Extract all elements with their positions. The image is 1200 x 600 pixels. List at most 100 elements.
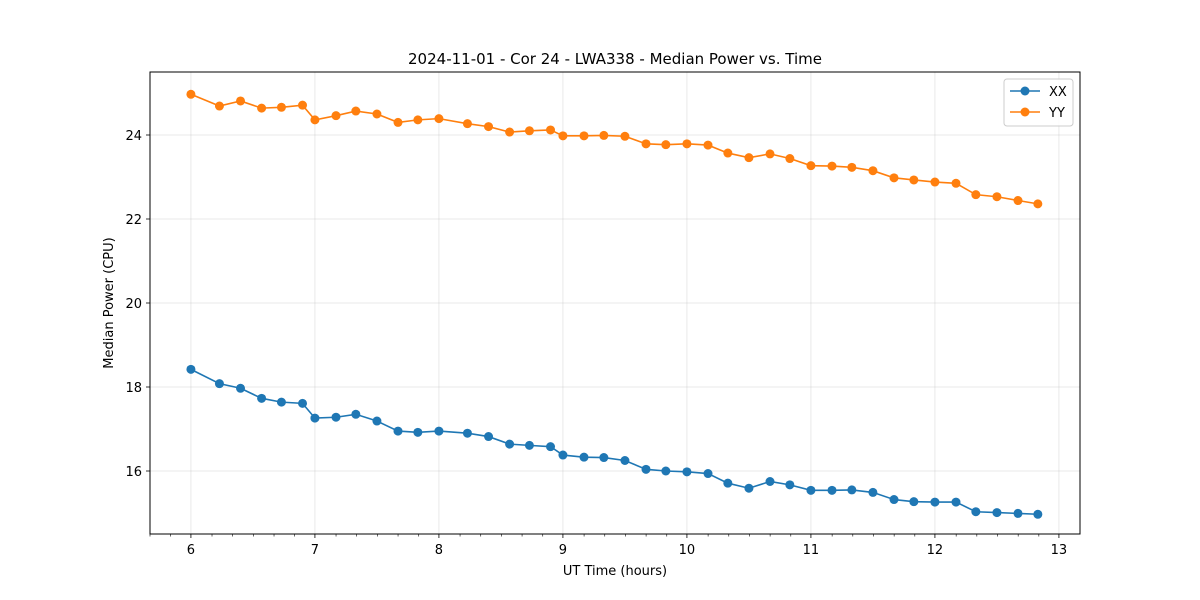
y-tick-label: 16 xyxy=(125,465,142,480)
data-point-xx xyxy=(599,453,609,463)
data-point-yy xyxy=(546,125,556,135)
data-point-xx xyxy=(951,497,961,507)
data-point-yy xyxy=(298,100,308,110)
data-point-yy xyxy=(661,140,671,150)
data-point-xx xyxy=(484,432,494,442)
data-point-yy xyxy=(1033,199,1043,209)
data-point-yy xyxy=(827,161,837,171)
data-point-yy xyxy=(524,126,534,136)
data-point-xx xyxy=(298,398,308,408)
data-point-yy xyxy=(723,148,733,158)
data-point-xx xyxy=(868,487,878,497)
data-point-xx xyxy=(331,412,341,422)
data-point-xx xyxy=(765,477,775,486)
data-point-yy xyxy=(909,175,919,185)
data-point-xx xyxy=(744,483,754,493)
data-point-xx xyxy=(546,442,556,452)
data-point-yy xyxy=(186,89,196,99)
data-point-yy xyxy=(847,162,857,172)
data-point-yy xyxy=(558,131,568,141)
data-point-xx xyxy=(372,416,382,426)
x-tick-label: 8 xyxy=(435,543,443,558)
data-point-xx xyxy=(827,485,837,495)
data-point-xx xyxy=(214,379,224,389)
data-point-yy xyxy=(1013,196,1023,206)
data-point-xx xyxy=(558,450,568,460)
legend-label-yy: YY xyxy=(1048,106,1065,121)
y-tick-label: 18 xyxy=(125,381,142,396)
data-point-xx xyxy=(971,507,981,517)
series-line-xx xyxy=(190,368,1038,516)
data-point-xx xyxy=(310,413,320,423)
data-point-yy xyxy=(505,127,515,137)
data-point-xx xyxy=(806,485,816,495)
data-point-yy xyxy=(214,101,224,111)
data-point-xx xyxy=(1013,508,1023,518)
data-point-xx xyxy=(909,497,919,507)
x-axis-label: UT Time (hours) xyxy=(563,564,667,579)
data-point-yy xyxy=(682,139,692,149)
data-series xyxy=(186,89,1043,519)
data-point-yy xyxy=(276,102,286,112)
data-point-yy xyxy=(641,139,651,149)
data-point-xx xyxy=(723,478,733,488)
data-point-xx xyxy=(276,397,286,407)
data-point-xx xyxy=(579,452,589,462)
data-point-yy xyxy=(703,140,713,150)
data-point-xx xyxy=(1033,509,1043,519)
x-tick-label: 10 xyxy=(679,543,696,558)
x-tick-label: 11 xyxy=(803,543,820,558)
data-point-xx xyxy=(413,427,423,437)
data-point-xx xyxy=(505,439,515,449)
y-tick-label: 20 xyxy=(125,297,142,312)
data-point-xx xyxy=(620,456,630,465)
grid-lines xyxy=(150,72,1080,534)
data-point-xx xyxy=(703,469,713,479)
data-point-xx xyxy=(785,480,795,490)
y-axis-label: Median Power (CPU) xyxy=(102,237,117,368)
data-point-xx xyxy=(236,383,246,393)
data-point-yy xyxy=(257,103,267,113)
data-point-yy xyxy=(372,109,382,119)
x-tick-label: 9 xyxy=(559,543,567,558)
data-point-xx xyxy=(462,428,472,438)
data-point-yy xyxy=(331,111,341,121)
data-point-yy xyxy=(889,173,899,183)
data-point-yy xyxy=(599,130,609,140)
x-tick-label: 12 xyxy=(927,543,944,558)
legend-marker-yy xyxy=(1020,107,1030,117)
data-point-xx xyxy=(434,426,444,436)
x-tick-label: 6 xyxy=(187,543,195,558)
data-point-xx xyxy=(257,393,267,403)
x-tick-label: 7 xyxy=(311,543,319,558)
data-point-yy xyxy=(413,115,423,125)
data-point-xx xyxy=(661,466,671,476)
x-tick-label: 13 xyxy=(1051,543,1068,558)
data-point-yy xyxy=(785,154,795,164)
data-point-xx xyxy=(524,440,534,450)
data-point-yy xyxy=(971,190,981,200)
data-point-xx xyxy=(393,426,403,436)
data-point-yy xyxy=(484,122,494,132)
data-point-yy xyxy=(951,178,961,188)
data-point-xx xyxy=(847,485,857,495)
data-point-yy xyxy=(806,161,816,171)
data-point-xx xyxy=(186,364,196,374)
data-point-yy xyxy=(992,192,1002,202)
data-point-yy xyxy=(351,106,361,116)
data-point-yy xyxy=(462,119,472,129)
data-point-xx xyxy=(351,409,361,419)
data-point-yy xyxy=(765,149,775,159)
y-tick-label: 22 xyxy=(125,213,142,228)
chart-title: 2024-11-01 - Cor 24 - LWA338 - Median Po… xyxy=(408,50,822,68)
data-point-xx xyxy=(889,495,899,505)
data-point-xx xyxy=(682,467,692,477)
y-tick-label: 24 xyxy=(125,129,142,144)
data-point-xx xyxy=(641,464,651,474)
data-point-yy xyxy=(393,117,403,127)
data-point-yy xyxy=(236,96,246,106)
series-line-yy xyxy=(190,93,1038,205)
legend: XX YY xyxy=(1003,78,1074,127)
data-point-yy xyxy=(434,114,444,124)
